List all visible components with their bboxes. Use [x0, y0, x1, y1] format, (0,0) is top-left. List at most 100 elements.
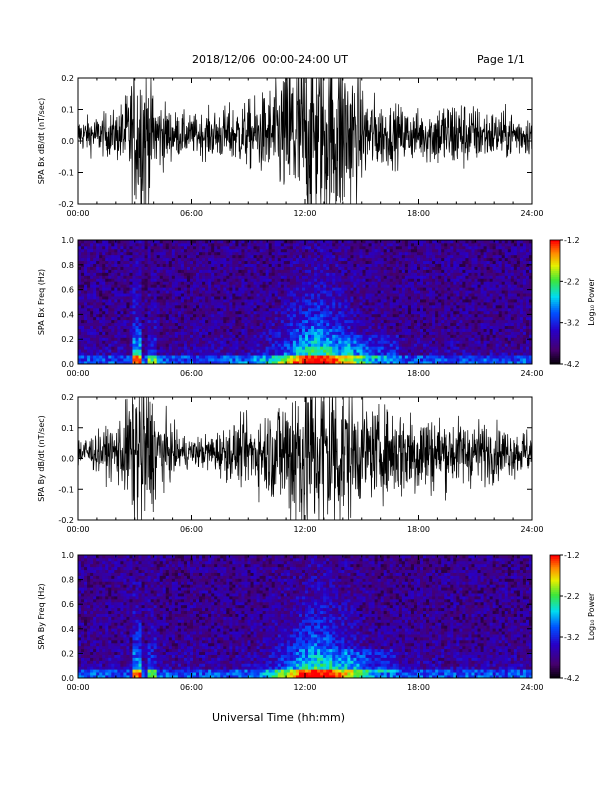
spectrogram-cell — [202, 287, 206, 291]
spectrogram-cell — [126, 290, 130, 294]
spectrogram-cell — [295, 257, 300, 262]
spectrogram-cell — [102, 272, 106, 276]
spectrogram-cell — [156, 349, 161, 353]
spectrogram-cell — [344, 263, 348, 267]
spectrogram-cell — [96, 313, 100, 318]
spectrogram-cell — [326, 263, 330, 267]
spectrogram-cell — [156, 245, 161, 250]
spectrogram-cell — [193, 266, 197, 270]
spectrogram-cell — [301, 284, 306, 288]
spectrogram-cell — [244, 293, 248, 297]
spectrogram-cell — [311, 296, 315, 300]
spectrogram-cell — [105, 278, 109, 282]
spectrogram-cell — [353, 290, 357, 294]
spectrogram-cell — [298, 257, 303, 262]
spectrogram-cell — [211, 319, 215, 324]
spectrogram-cell — [314, 361, 318, 365]
spectrogram-cell — [211, 299, 215, 303]
spectrogram-cell — [256, 355, 260, 359]
spectrogram-cell — [289, 358, 294, 362]
spectrogram-cell — [189, 293, 194, 297]
spectrogram-cell — [377, 328, 382, 332]
spectrogram-cell — [162, 248, 167, 253]
spectrogram-cell — [314, 310, 318, 315]
spectrogram-cell — [359, 358, 363, 362]
spectrogram-cell — [123, 284, 127, 288]
spectrogram-cell — [338, 313, 342, 318]
spectrogram-cell — [168, 313, 173, 318]
spectrogram-cell — [426, 299, 430, 303]
spectrogram-cell — [223, 275, 227, 279]
spectrogram-cell — [426, 263, 430, 267]
spectrogram-cell — [84, 358, 88, 362]
spectrogram-cell — [186, 358, 191, 362]
spectrogram-cell — [280, 248, 285, 253]
spectrogram-cell — [274, 316, 279, 321]
spectrogram-cell — [217, 284, 221, 288]
spectrogram-cell — [280, 358, 285, 362]
spectrogram-cell — [229, 349, 233, 353]
spectrogram-cell — [241, 254, 245, 259]
spectrogram-cell — [177, 248, 182, 253]
spectrogram-cell — [102, 328, 106, 332]
spectrogram-cell — [244, 275, 248, 279]
spectrogram-cell — [259, 343, 264, 347]
spectrogram-cell — [274, 322, 279, 327]
spectrogram-cell — [326, 266, 330, 270]
spectrogram-cell — [250, 251, 254, 256]
spectrogram-cell — [359, 275, 363, 279]
spectrogram-cell — [220, 296, 224, 300]
spectrogram-cell — [247, 316, 251, 321]
spectrogram-cell — [413, 316, 418, 321]
spectrogram-cell — [265, 325, 270, 329]
spectrogram-cell — [180, 322, 185, 327]
spectrogram-cell — [356, 296, 360, 300]
spectrogram-cell — [177, 299, 182, 303]
spectrogram-cell — [102, 313, 106, 318]
spectrogram-cell — [335, 293, 339, 297]
spectrogram-cell — [395, 293, 400, 297]
spectrogram-cell — [289, 343, 294, 347]
spectrogram-cell — [117, 361, 121, 365]
spectrogram-cell — [117, 296, 121, 300]
spectrogram-cell — [81, 322, 85, 327]
spectrogram-cell — [344, 355, 348, 359]
spectrogram-cell — [165, 337, 170, 341]
spectrogram-cell — [344, 331, 348, 335]
spectrogram-cell — [235, 245, 239, 250]
spectrogram-cell — [111, 325, 115, 329]
spectrogram-cell — [350, 322, 354, 327]
spectrogram-cell — [238, 251, 242, 256]
spectrogram-cell — [208, 290, 212, 294]
spectrogram-cell — [305, 316, 309, 321]
spectrogram-cell — [193, 352, 197, 356]
spectrogram-cell — [383, 263, 388, 267]
spectrogram-cell — [232, 245, 236, 250]
spectrogram-cell — [392, 307, 397, 312]
spectrogram-cell — [305, 352, 309, 356]
spectrogram-cell — [96, 245, 100, 250]
spectrogram-cell — [407, 263, 412, 267]
spectrogram-cell — [350, 281, 354, 285]
spectrogram-cell — [317, 287, 321, 291]
spectrogram-cell — [186, 266, 191, 270]
spectrogram-cell — [186, 245, 191, 250]
spectrogram-cell — [283, 278, 288, 282]
spectrogram-cell — [277, 307, 282, 312]
spectrogram-cell — [229, 307, 233, 312]
spectrogram-cell — [214, 358, 218, 362]
spectrogram-cell — [214, 316, 218, 321]
spectrogram-cell — [295, 316, 300, 321]
spectrogram-cell — [338, 325, 342, 329]
spectrogram-cell — [413, 287, 418, 291]
spectrogram-cell — [81, 358, 85, 362]
spectrogram-cell — [423, 313, 427, 318]
spectrogram-cell — [320, 290, 324, 294]
spectrogram-cell — [214, 290, 218, 294]
spectrogram-cell — [423, 281, 427, 285]
spectrogram-cell — [277, 343, 282, 347]
spectrogram-cell — [329, 319, 333, 324]
spectrogram-cell — [138, 260, 142, 265]
spectrogram-cell — [314, 325, 318, 329]
spectrogram-cell — [350, 284, 354, 288]
